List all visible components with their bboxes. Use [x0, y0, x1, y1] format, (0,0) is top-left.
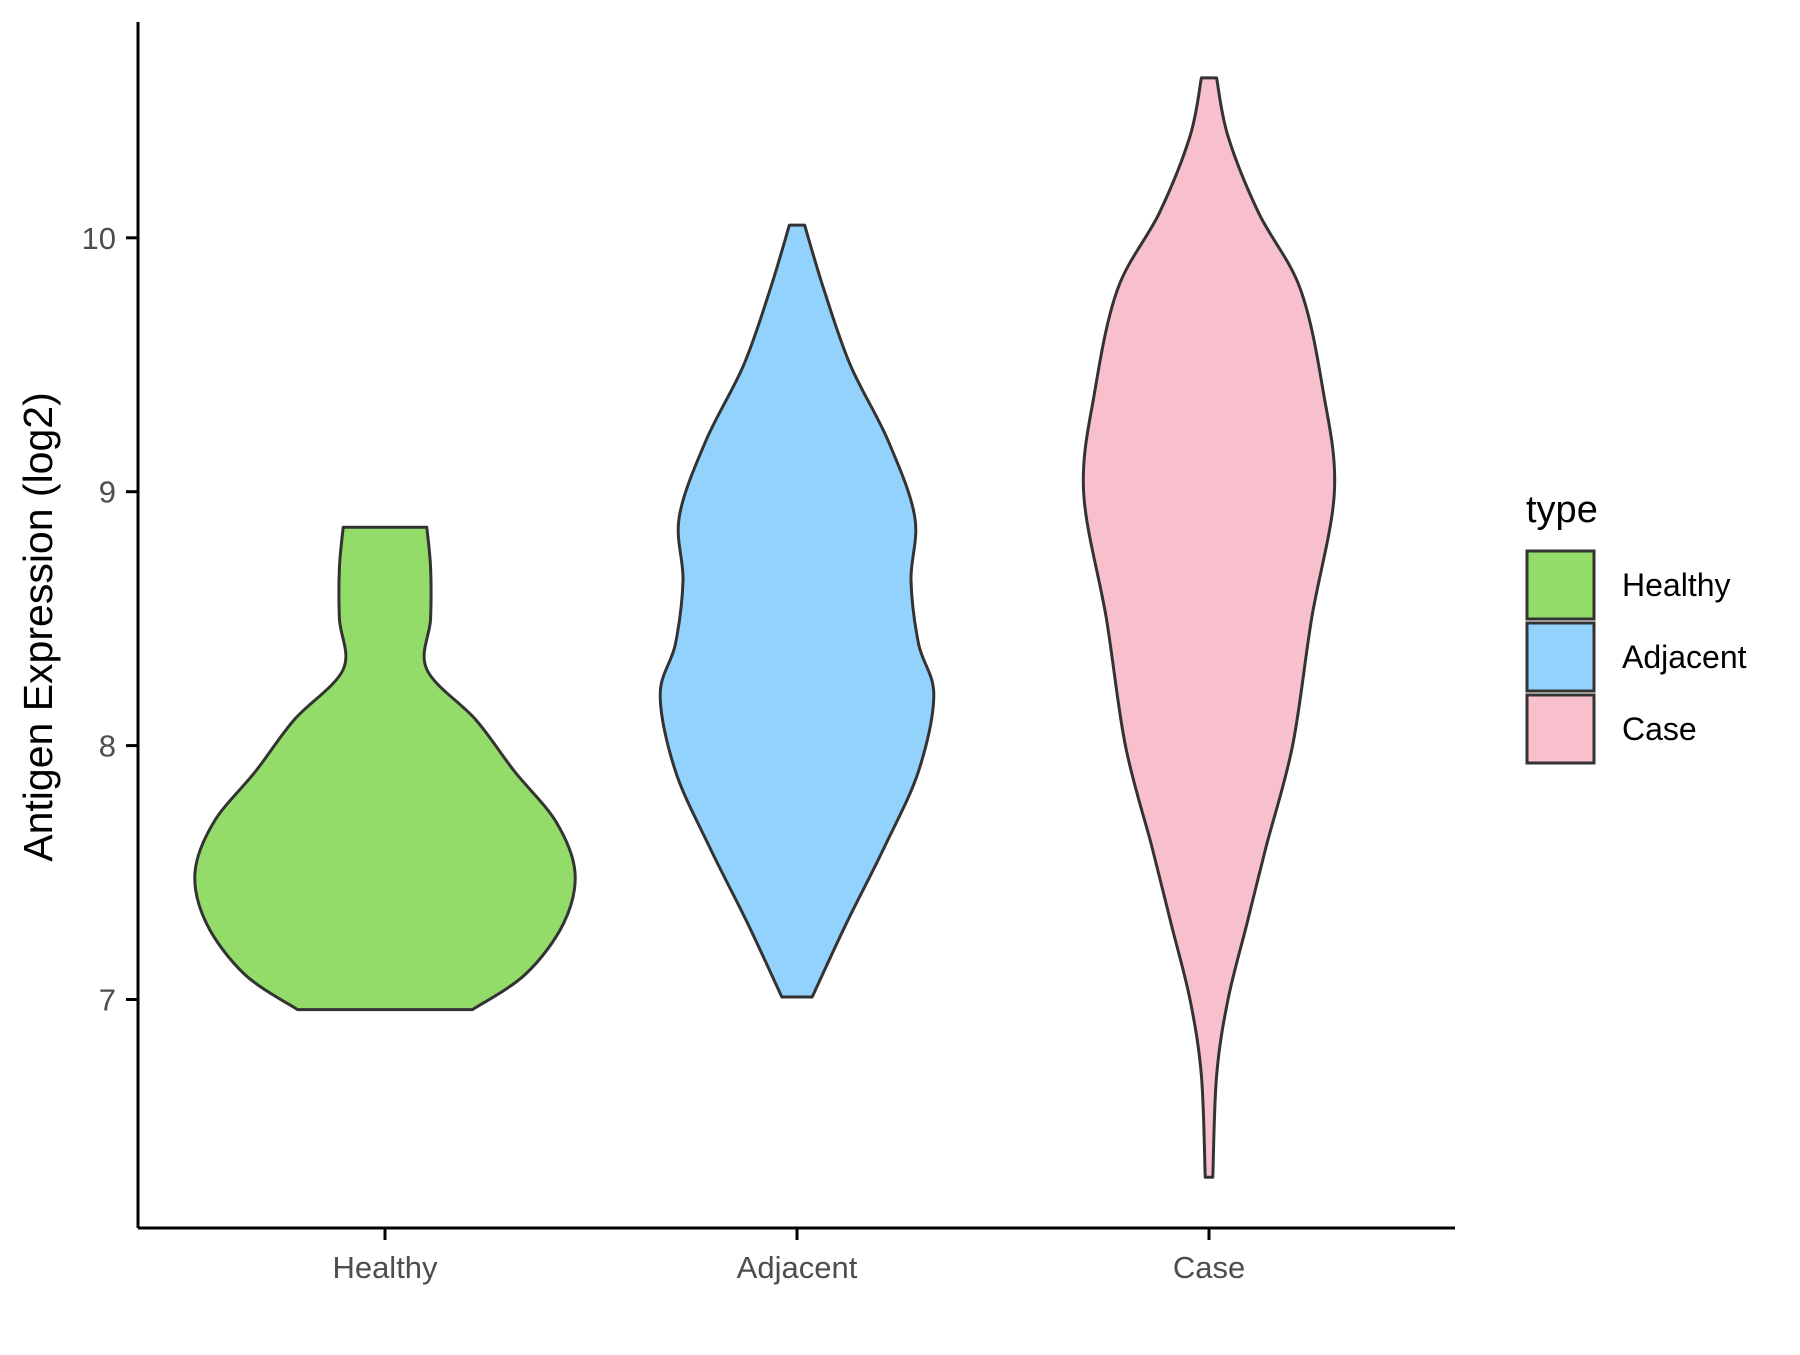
y-ticks: 7 8 9 10: [82, 221, 138, 1017]
y-tick-label-7: 7: [99, 982, 116, 1017]
x-ticks: Healthy Adjacent Case: [332, 1228, 1245, 1285]
legend-label-adjacent: Adjacent: [1622, 639, 1747, 675]
violins-layer: [193, 76, 1337, 1179]
axes-layer: 7 8 9 10 Healthy Adjacent Case Antigen Expres…: [15, 22, 1455, 1285]
violin-case: [1081, 76, 1337, 1179]
legend-label-case: Case: [1622, 711, 1697, 747]
violin-healthy: [193, 525, 577, 1012]
x-tick-label-adjacent: Adjacent: [737, 1250, 858, 1285]
legend-label-healthy: Healthy: [1622, 567, 1731, 603]
legend-key-healthy: [1525, 549, 1596, 621]
y-axis-title: Antigen Expression (log2): [15, 392, 61, 861]
y-tick-label-10: 10: [82, 221, 116, 256]
legend-title: type: [1526, 489, 1598, 531]
violin-adjacent: [658, 223, 936, 999]
x-tick-label-case: Case: [1173, 1250, 1245, 1285]
legend-key-adjacent: [1525, 621, 1596, 693]
legend: type Healthy Adjacent Case: [1525, 489, 1747, 765]
legend-entries: Healthy Adjacent Case: [1525, 549, 1747, 765]
x-tick-label-healthy: Healthy: [332, 1250, 438, 1285]
y-tick-label-9: 9: [99, 475, 116, 510]
legend-key-case: [1525, 693, 1596, 765]
y-tick-label-8: 8: [99, 729, 116, 764]
